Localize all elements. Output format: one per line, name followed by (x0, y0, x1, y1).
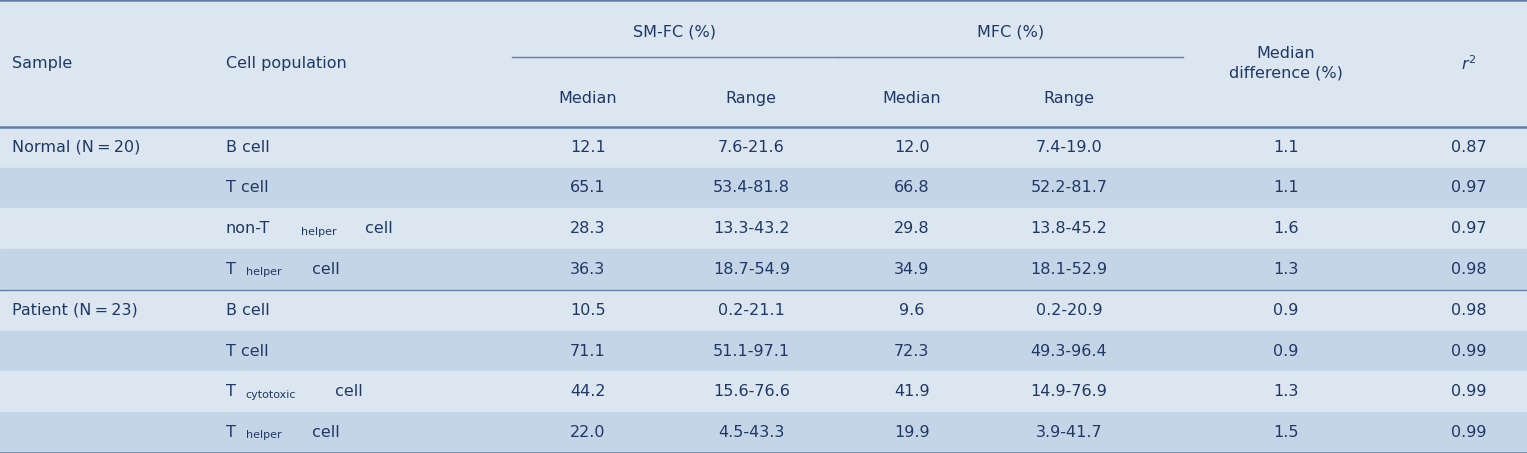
Text: 13.3-43.2: 13.3-43.2 (713, 221, 789, 236)
Text: 10.5: 10.5 (570, 303, 606, 318)
Bar (0, 371, 1527, 412)
Text: 34.9: 34.9 (893, 262, 930, 277)
Text: 0.2-21.1: 0.2-21.1 (718, 303, 785, 318)
Text: 51.1-97.1: 51.1-97.1 (713, 343, 789, 359)
Text: 0.9: 0.9 (1274, 303, 1298, 318)
Text: $r^2$: $r^2$ (1461, 54, 1477, 73)
Text: SM-FC (%): SM-FC (%) (632, 24, 716, 39)
Text: 0.87: 0.87 (1451, 140, 1487, 155)
Text: 0.99: 0.99 (1451, 343, 1487, 359)
Text: 9.6: 9.6 (899, 303, 924, 318)
Text: 1.1: 1.1 (1274, 180, 1298, 196)
Text: 36.3: 36.3 (570, 262, 606, 277)
Text: cell: cell (330, 384, 362, 400)
Text: Median: Median (559, 92, 617, 106)
Text: Normal (N = 20): Normal (N = 20) (12, 140, 140, 155)
Text: 0.97: 0.97 (1451, 180, 1487, 196)
Bar (0, 290, 1527, 331)
Text: 66.8: 66.8 (893, 180, 930, 196)
Text: Patient (N = 23): Patient (N = 23) (12, 303, 137, 318)
Text: Median: Median (883, 92, 941, 106)
Text: 49.3-96.4: 49.3-96.4 (1031, 343, 1107, 359)
Text: 4.5-43.3: 4.5-43.3 (718, 425, 785, 440)
Text: 18.7-54.9: 18.7-54.9 (713, 262, 789, 277)
Text: T: T (226, 384, 235, 400)
Text: Sample: Sample (12, 56, 72, 71)
Bar (0, 168, 1527, 208)
Text: 1.3: 1.3 (1274, 262, 1298, 277)
Bar (0, 412, 1527, 453)
Text: 1.6: 1.6 (1274, 221, 1298, 236)
Text: 18.1-52.9: 18.1-52.9 (1031, 262, 1107, 277)
Text: cytotoxic: cytotoxic (246, 390, 296, 400)
Text: 65.1: 65.1 (570, 180, 606, 196)
Text: 15.6-76.6: 15.6-76.6 (713, 384, 789, 400)
Text: 0.99: 0.99 (1451, 384, 1487, 400)
Text: 28.3: 28.3 (570, 221, 606, 236)
Text: 0.98: 0.98 (1451, 303, 1487, 318)
Text: Range: Range (1043, 92, 1095, 106)
Text: 14.9-76.9: 14.9-76.9 (1031, 384, 1107, 400)
Text: B cell: B cell (226, 140, 270, 155)
Text: 72.3: 72.3 (893, 343, 930, 359)
Text: 71.1: 71.1 (570, 343, 606, 359)
Text: helper: helper (246, 430, 281, 440)
Text: 0.98: 0.98 (1451, 262, 1487, 277)
Text: 13.8-45.2: 13.8-45.2 (1031, 221, 1107, 236)
Text: B cell: B cell (226, 303, 270, 318)
Bar (0, 249, 1527, 290)
Bar (0, 127, 1527, 168)
Text: 19.9: 19.9 (893, 425, 930, 440)
Bar (0, 208, 1527, 249)
Text: cell: cell (307, 425, 339, 440)
Text: 0.97: 0.97 (1451, 221, 1487, 236)
Text: helper: helper (301, 226, 336, 236)
Text: 52.2-81.7: 52.2-81.7 (1031, 180, 1107, 196)
Text: MFC (%): MFC (%) (977, 24, 1043, 39)
Text: 7.4-19.0: 7.4-19.0 (1035, 140, 1102, 155)
Text: T: T (226, 425, 235, 440)
Text: 1.3: 1.3 (1274, 384, 1298, 400)
Text: 41.9: 41.9 (893, 384, 930, 400)
Text: 29.8: 29.8 (893, 221, 930, 236)
Text: 12.1: 12.1 (570, 140, 606, 155)
Text: 0.9: 0.9 (1274, 343, 1298, 359)
Text: 7.6-21.6: 7.6-21.6 (718, 140, 785, 155)
Text: helper: helper (246, 267, 281, 277)
Text: 0.99: 0.99 (1451, 425, 1487, 440)
Text: Cell population: Cell population (226, 56, 347, 71)
Bar (0, 331, 1527, 371)
Text: 12.0: 12.0 (893, 140, 930, 155)
Text: Range: Range (725, 92, 777, 106)
Text: 53.4-81.8: 53.4-81.8 (713, 180, 789, 196)
Text: 1.1: 1.1 (1274, 140, 1298, 155)
Text: 1.5: 1.5 (1274, 425, 1298, 440)
Text: cell: cell (307, 262, 339, 277)
Text: T cell: T cell (226, 180, 269, 196)
Text: T cell: T cell (226, 343, 269, 359)
Text: T: T (226, 262, 235, 277)
Text: cell: cell (360, 221, 392, 236)
Text: 22.0: 22.0 (570, 425, 606, 440)
Text: 44.2: 44.2 (570, 384, 606, 400)
Text: 3.9-41.7: 3.9-41.7 (1035, 425, 1102, 440)
Text: Median
difference (%): Median difference (%) (1229, 46, 1342, 81)
Text: 0.2-20.9: 0.2-20.9 (1035, 303, 1102, 318)
Text: non-T: non-T (226, 221, 270, 236)
